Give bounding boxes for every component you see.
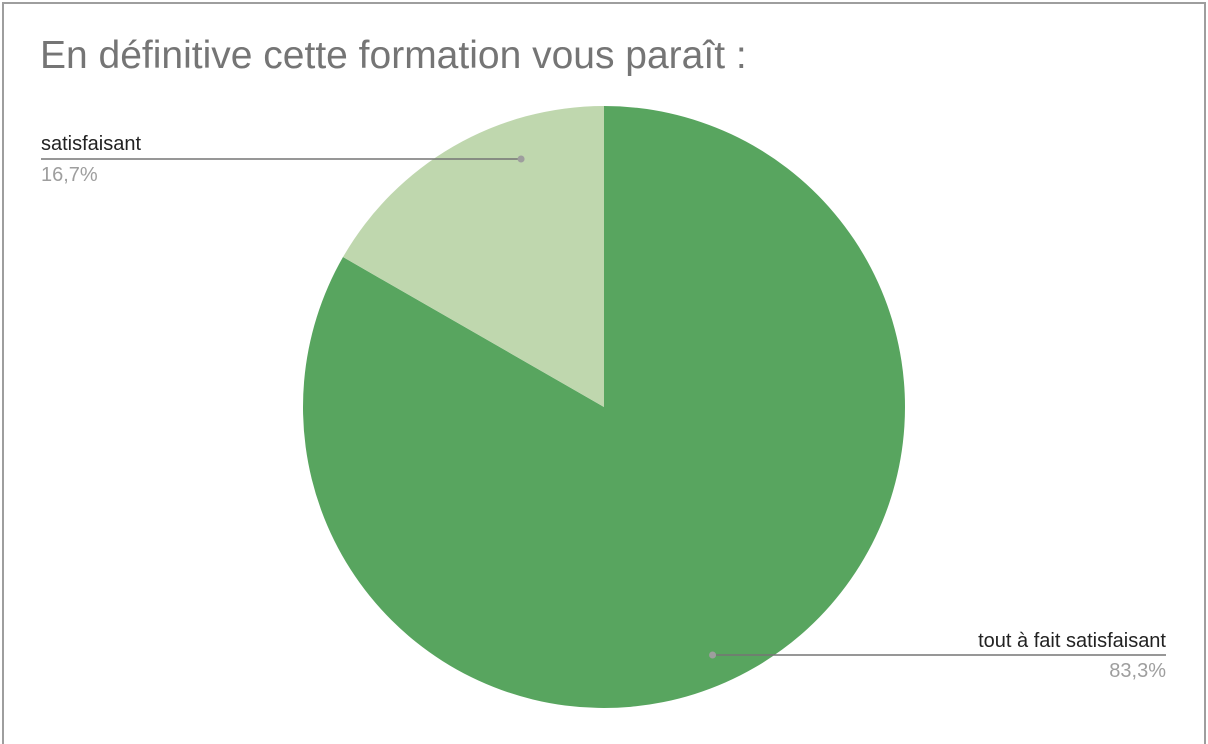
slice-percent-satisfaisant: 16,7%	[41, 164, 98, 186]
pie-slice-tout-fait-satisfaisant[interactable]	[302, 106, 906, 709]
slice-percent-tout-fait-satisfaisant: 83,3%	[1109, 660, 1166, 682]
leader-dot-satisfaisant	[517, 155, 525, 163]
slices-layer	[302, 106, 906, 709]
leader-dot-tout-fait-satisfaisant	[709, 651, 717, 659]
slice-label-tout-fait-satisfaisant: tout à fait satisfaisant	[978, 630, 1166, 652]
chart-title: En définitive cette formation vous paraî…	[40, 34, 747, 77]
labels-layer: tout à fait satisfaisant 83,3% satisfaisan…	[41, 133, 1166, 682]
slice-label-satisfaisant: satisfaisant	[41, 133, 141, 155]
pie-slice-satisfaisant[interactable]	[343, 106, 604, 407]
